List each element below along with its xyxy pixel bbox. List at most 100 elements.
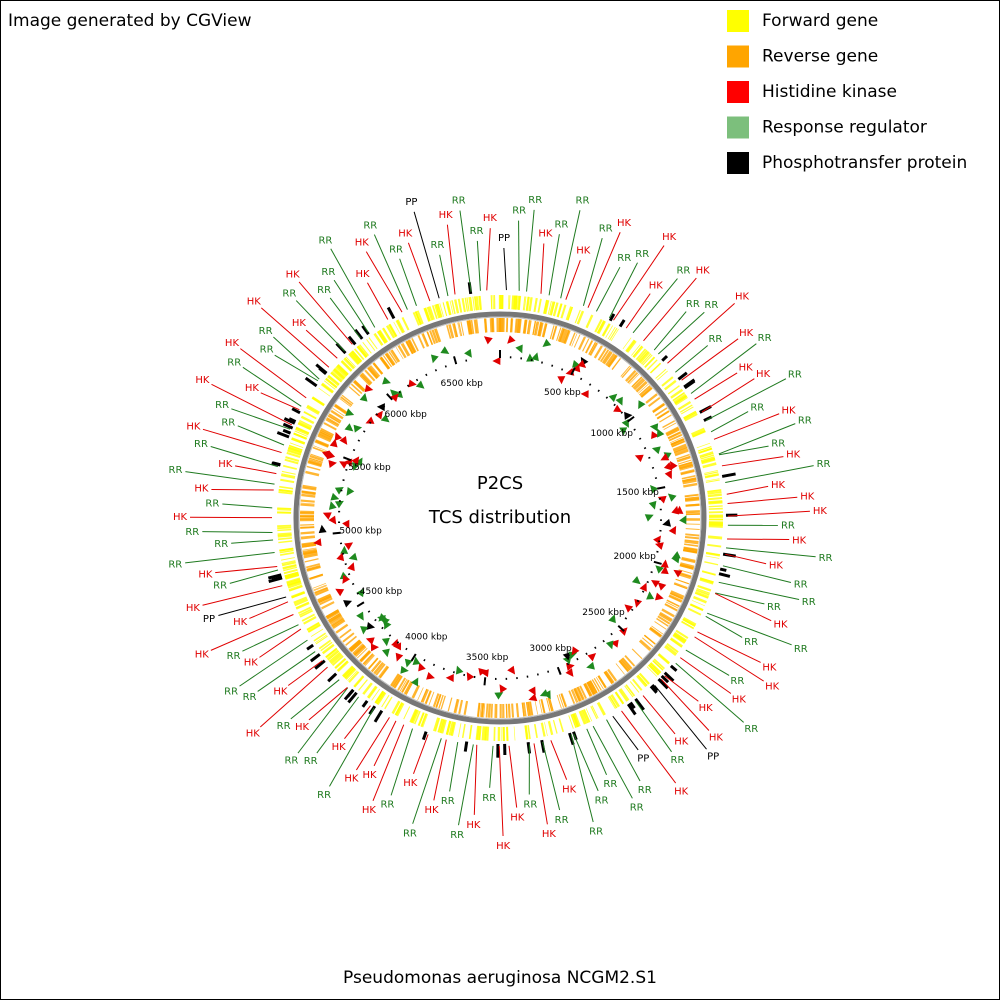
forward-gene bbox=[277, 528, 292, 532]
reverse-gene bbox=[685, 512, 700, 515]
forward-gene bbox=[570, 713, 578, 728]
forward-gene bbox=[700, 454, 715, 460]
feature-leader bbox=[458, 744, 474, 826]
reverse-gene bbox=[562, 329, 569, 344]
reverse-gene bbox=[621, 366, 632, 379]
reverse-gene bbox=[549, 325, 555, 340]
legend-swatch bbox=[727, 81, 749, 103]
feature-label: HK bbox=[771, 480, 786, 491]
reverse-gene bbox=[300, 536, 316, 540]
tcs-marker bbox=[657, 678, 669, 690]
tcs-marker bbox=[347, 335, 357, 346]
reverse-gene bbox=[321, 602, 335, 610]
feature-label: RR bbox=[744, 724, 758, 735]
reverse-gene bbox=[308, 457, 323, 463]
scale-tick bbox=[352, 448, 356, 452]
forward-gene bbox=[649, 362, 661, 374]
forward-gene bbox=[576, 310, 585, 325]
reverse-gene bbox=[511, 703, 515, 718]
feature-label: RR bbox=[213, 581, 227, 592]
backbone bbox=[293, 311, 707, 725]
feature-leader bbox=[459, 210, 472, 292]
tcs-marker bbox=[267, 573, 282, 580]
scale-label: 4500 kbp bbox=[360, 587, 403, 597]
feature-leader bbox=[365, 251, 403, 313]
forward-gene bbox=[702, 462, 717, 468]
feature-leader bbox=[540, 243, 545, 294]
scale-label: 4000 kbp bbox=[405, 633, 448, 643]
forward-gene bbox=[310, 628, 324, 637]
tcs-triangle bbox=[649, 423, 659, 432]
forward-gene bbox=[708, 536, 723, 540]
forward-gene bbox=[707, 491, 722, 495]
forward-gene bbox=[699, 578, 714, 585]
forward-gene bbox=[700, 577, 714, 583]
scale-tick bbox=[541, 361, 543, 364]
forward-gene bbox=[619, 688, 630, 702]
reverse-gene bbox=[639, 385, 650, 395]
forward-gene bbox=[299, 609, 314, 618]
reverse-gene bbox=[300, 514, 315, 518]
forward-gene bbox=[449, 721, 455, 736]
reverse-gene bbox=[300, 531, 315, 535]
feature-label: HK bbox=[662, 232, 677, 243]
feature-label: RR bbox=[771, 439, 785, 450]
reverse-gene bbox=[682, 479, 697, 485]
feature-label: HK bbox=[363, 770, 378, 781]
forward-gene bbox=[697, 584, 712, 591]
scale-tick bbox=[434, 369, 438, 372]
map-layer: Forward gene Reverse gene Histidine kinase… bbox=[168, 10, 967, 852]
reverse-gene bbox=[651, 625, 664, 635]
tcs-triangle bbox=[322, 450, 330, 460]
reverse-gene bbox=[473, 319, 478, 334]
tcs-marker bbox=[309, 653, 321, 663]
feature-label: HK bbox=[735, 292, 750, 303]
forward-gene bbox=[475, 296, 480, 311]
forward-gene bbox=[307, 623, 321, 633]
feature-label: HK bbox=[198, 569, 213, 580]
reverse-gene bbox=[569, 332, 576, 346]
tcs-triangle bbox=[390, 393, 399, 403]
forward-gene bbox=[342, 665, 354, 677]
reverse-gene bbox=[397, 677, 407, 691]
reverse-gene bbox=[453, 698, 459, 713]
feature-leader bbox=[725, 465, 814, 483]
scale-tick bbox=[356, 592, 360, 595]
tcs-triangle bbox=[654, 542, 664, 550]
scale-tick bbox=[547, 670, 550, 673]
forward-gene bbox=[570, 714, 577, 728]
forward-gene bbox=[282, 564, 297, 570]
forward-gene bbox=[547, 720, 554, 736]
feature-label: HK bbox=[674, 786, 689, 797]
forward-gene bbox=[700, 456, 715, 461]
forward-gene bbox=[540, 722, 546, 737]
forward-gene bbox=[513, 726, 516, 741]
reverse-gene bbox=[351, 642, 363, 653]
feature-leader bbox=[667, 302, 735, 364]
reverse-gene bbox=[558, 694, 565, 708]
feature-label: RR bbox=[214, 539, 228, 550]
reverse-gene bbox=[499, 703, 502, 719]
forward-gene bbox=[682, 618, 696, 627]
scale-tick bbox=[406, 384, 410, 388]
forward-gene bbox=[507, 295, 510, 310]
forward-gene bbox=[373, 333, 384, 346]
scale-tick bbox=[396, 641, 400, 644]
reverse-gene bbox=[485, 703, 489, 718]
reverse-gene bbox=[314, 588, 329, 596]
feature-label: HK bbox=[355, 238, 370, 249]
tcs-marker bbox=[629, 701, 636, 710]
reverse-gene bbox=[314, 440, 329, 448]
scale-tick bbox=[633, 428, 636, 431]
reverse-gene bbox=[620, 658, 631, 671]
reverse-gene bbox=[538, 699, 543, 714]
forward-gene bbox=[625, 684, 635, 697]
forward-gene bbox=[348, 353, 360, 365]
feature-label: HK bbox=[194, 484, 209, 495]
tcs-triangle bbox=[408, 379, 417, 388]
feature-leader bbox=[727, 538, 790, 541]
forward-gene bbox=[655, 368, 667, 379]
tcs-triangle bbox=[663, 462, 673, 471]
forward-gene bbox=[367, 686, 378, 699]
scale-label: 1000 kbp bbox=[591, 429, 634, 439]
